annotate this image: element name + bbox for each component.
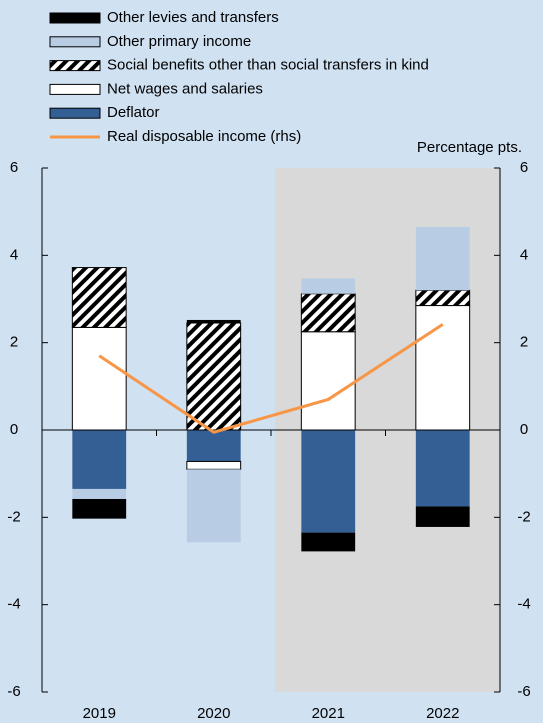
y2-tick-label: -4: [517, 596, 530, 613]
legend-label: Social benefits other than social transf…: [107, 57, 429, 74]
bar-segment: [415, 305, 471, 431]
legend-swatch: [49, 60, 101, 72]
bar-segment: [186, 469, 241, 543]
bar-segment: [186, 319, 241, 324]
legend-label: Other levies and transfers: [107, 9, 279, 26]
y-tick-label: 4: [10, 246, 18, 263]
bar-segment: [301, 532, 356, 552]
x-tick-label: 2021: [312, 705, 345, 722]
y-tick-label: 2: [10, 334, 18, 351]
bar-segment: [71, 267, 127, 328]
y-tick-label: -4: [7, 596, 20, 613]
y2-tick-label: 0: [520, 421, 528, 438]
bar-segment: [71, 326, 127, 431]
y-tick-label: 0: [10, 421, 18, 438]
bar-segment: [415, 289, 471, 307]
bar-segment: [301, 430, 356, 533]
y-tick-label: -2: [7, 508, 20, 525]
y-tick-label: -6: [7, 683, 20, 700]
bar-segment: [301, 278, 356, 294]
y2-tick-label: -6: [517, 683, 530, 700]
bar-segment: [72, 498, 127, 519]
legend-label: Net wages and salaries: [107, 80, 263, 97]
y2-tick-label: 4: [520, 246, 528, 263]
bar-segment: [186, 322, 242, 431]
line-series: [98, 323, 444, 434]
legend-label: Real disposable income (rhs): [107, 128, 301, 145]
x-tick-label: 2019: [83, 705, 116, 722]
legend-swatch: [49, 36, 101, 48]
bar-segment: [186, 460, 242, 470]
legend-swatch: [49, 12, 101, 24]
legend-swatch: [49, 107, 101, 119]
y2-tick-label: 2: [520, 334, 528, 351]
axis-label: Percentage pts.: [417, 139, 522, 156]
bar-segment: [300, 293, 356, 333]
bar-segment: [72, 488, 127, 499]
legend-label: Other primary income: [107, 33, 251, 50]
x-tick-label: 2022: [426, 705, 459, 722]
bar-segment: [186, 430, 241, 462]
y-tick-label: 6: [10, 159, 18, 176]
x-tick-label: 2020: [197, 705, 230, 722]
legend-label: Deflator: [107, 104, 160, 121]
bar-segment: [415, 226, 470, 291]
y2-tick-label: 6: [520, 159, 528, 176]
bar-segment: [415, 430, 470, 507]
bar-segment: [300, 331, 356, 431]
legend-swatch: [49, 83, 101, 95]
y2-tick-label: -2: [517, 508, 530, 525]
bar-segment: [72, 430, 127, 489]
bar-segment: [415, 506, 470, 527]
